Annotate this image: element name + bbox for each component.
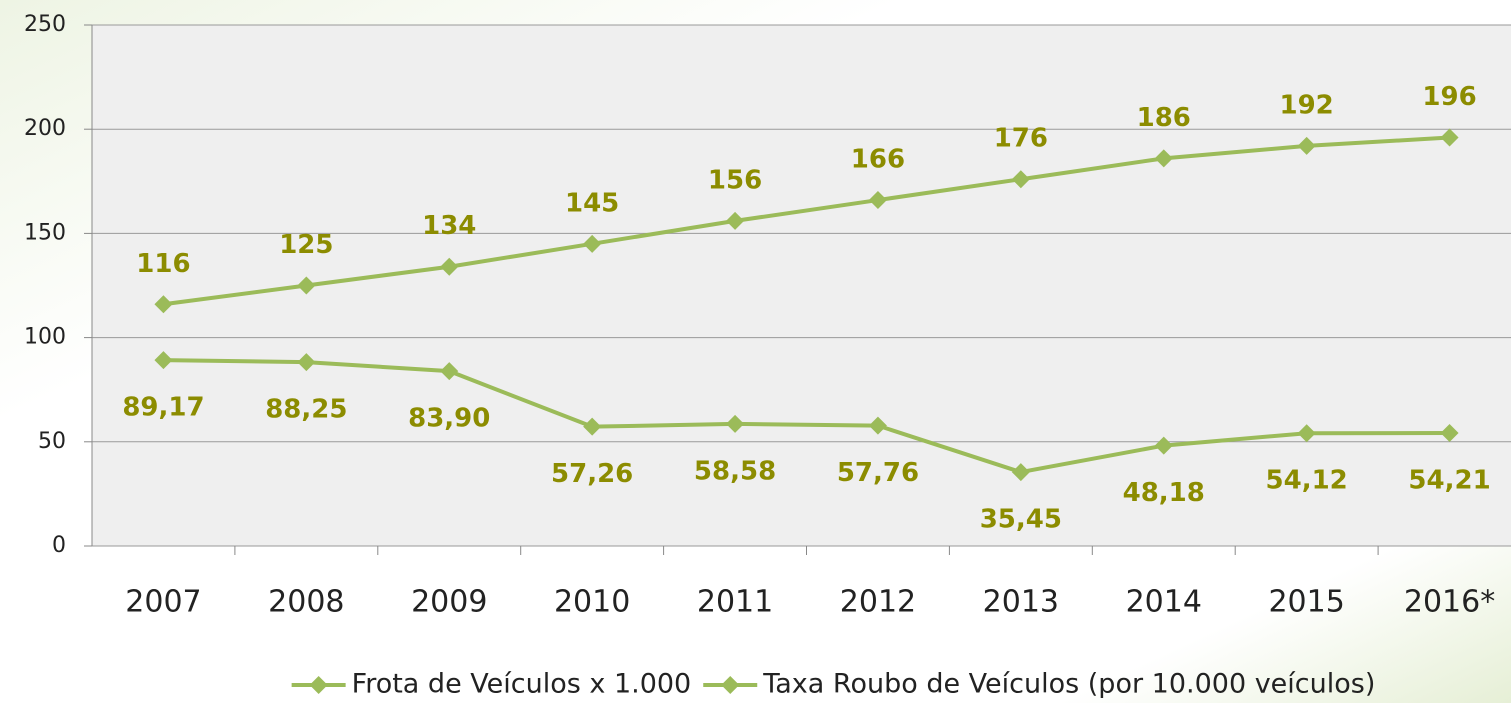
plot-area	[92, 25, 1511, 546]
x-tick-label: 2012	[840, 585, 916, 620]
point-marker	[868, 191, 887, 210]
series-line	[163, 358, 1450, 475]
data-label: 116	[136, 249, 190, 279]
data-label: 125	[279, 230, 333, 260]
point-marker	[154, 351, 173, 370]
data-label: 89,17	[122, 393, 204, 423]
point-marker	[1154, 436, 1173, 455]
legend-marker	[309, 676, 328, 694]
point-marker	[1440, 128, 1459, 147]
data-label: 57,76	[837, 458, 919, 488]
x-tick-label: 2013	[983, 585, 1059, 620]
point-marker	[726, 211, 745, 230]
x-tick-label: 2007	[125, 585, 201, 620]
y-tick-label: 200	[24, 116, 66, 141]
point-marker	[154, 295, 173, 314]
data-label: 192	[1280, 90, 1334, 120]
legend-marker	[721, 676, 740, 694]
y-tick-label: 150	[24, 220, 66, 245]
x-tick-label: 2016*	[1404, 585, 1495, 620]
data-label: 58,58	[694, 456, 776, 486]
data-label: 48,18	[1123, 478, 1205, 508]
data-label: 54,12	[1266, 466, 1348, 496]
point-marker	[440, 362, 459, 381]
data-label: 166	[851, 145, 905, 175]
x-tick-label: 2009	[411, 585, 487, 620]
series-line	[163, 135, 1450, 307]
x-tick-label: 2014	[1126, 585, 1202, 620]
y-tick-label: 0	[52, 533, 66, 558]
data-label: 57,26	[551, 459, 633, 489]
legend-label: Frota de Veículos x 1.000	[352, 669, 692, 700]
point-marker	[1154, 149, 1173, 168]
data-label: 186	[1137, 103, 1191, 133]
point-marker	[583, 234, 602, 253]
point-marker	[868, 416, 887, 435]
data-label: 83,90	[408, 404, 490, 434]
y-tick-label: 50	[38, 429, 66, 454]
point-marker	[297, 353, 316, 372]
point-marker	[1297, 424, 1316, 443]
legend-label: Taxa Roubo de Veículos (por 10.000 veícu…	[762, 669, 1375, 700]
point-marker	[726, 414, 745, 433]
x-tick-label: 2015	[1268, 585, 1344, 620]
y-tick-label: 250	[24, 12, 66, 37]
point-marker	[1011, 170, 1030, 189]
data-label: 35,45	[980, 505, 1062, 535]
point-marker	[1440, 424, 1459, 443]
data-label: 176	[994, 124, 1048, 154]
y-tick-label: 100	[24, 325, 66, 350]
data-label: 134	[422, 211, 476, 241]
x-tick-label: 2008	[268, 585, 344, 620]
data-label: 54,21	[1408, 466, 1490, 496]
data-label: 156	[708, 165, 762, 195]
x-tick-label: 2010	[554, 585, 630, 620]
point-marker	[1297, 136, 1316, 155]
data-label: 88,25	[265, 395, 347, 425]
x-tick-label: 2011	[697, 585, 773, 620]
point-marker	[297, 276, 316, 295]
point-marker	[440, 257, 459, 276]
point-marker	[583, 417, 602, 436]
data-label: 145	[565, 188, 619, 218]
data-label: 196	[1422, 82, 1476, 112]
point-marker	[1011, 463, 1030, 482]
